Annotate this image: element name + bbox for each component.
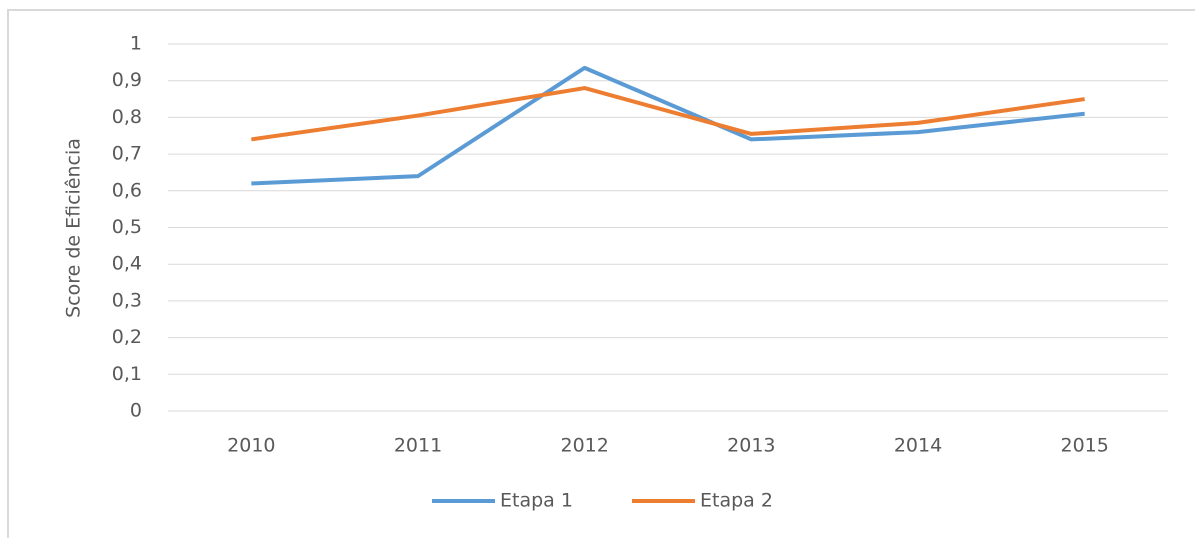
y-tick-label: 0,8: [112, 106, 142, 128]
x-tick-label: 2010: [227, 435, 275, 457]
y-tick-label: 0,7: [112, 143, 142, 165]
y-tick-label: 0: [130, 400, 142, 422]
x-tick-label: 2015: [1060, 435, 1108, 457]
y-tick-label: 0,9: [112, 69, 142, 91]
y-tick-label: 0,6: [112, 179, 142, 201]
y-tick-label: 0,3: [112, 289, 142, 311]
legend-label: Etapa 2: [700, 490, 773, 512]
chart-border: [7, 9, 1195, 538]
series-line: [251, 65, 1085, 186]
x-tick-label: 2013: [727, 435, 775, 457]
y-axis-label: Score de Eficiência: [63, 138, 85, 318]
y-tick-label: 0,1: [112, 363, 142, 385]
x-tick-label: 2014: [894, 435, 942, 457]
legend-label: Etapa 1: [500, 490, 573, 512]
y-tick-label: 0,5: [112, 216, 142, 238]
x-tick-label: 2012: [560, 435, 608, 457]
x-tick-label: 2011: [394, 435, 442, 457]
y-tick-label: 0,2: [112, 326, 142, 348]
y-tick-label: 0,4: [112, 253, 142, 275]
series-line: [251, 86, 1085, 142]
y-tick-label: 1: [130, 33, 142, 55]
